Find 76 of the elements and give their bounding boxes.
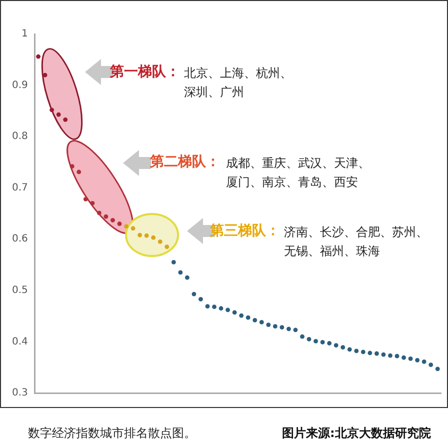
point: [327, 341, 332, 346]
point: [415, 358, 420, 362]
y-tick-label: 0.8: [12, 131, 28, 142]
point: [56, 112, 61, 117]
point: [198, 296, 203, 302]
point: [394, 354, 400, 358]
point: [226, 308, 230, 312]
point: [259, 320, 264, 324]
annotation: 成都、重庆、武汉、天津、厦门、南京、青岛、西安: [226, 155, 371, 191]
point: [83, 196, 88, 202]
point: [388, 353, 392, 358]
point: [239, 313, 244, 318]
point: [306, 336, 312, 342]
y-tick-label: 0.4: [12, 336, 28, 348]
point: [266, 322, 271, 327]
point: [130, 226, 136, 231]
point: [138, 232, 142, 238]
point: [252, 318, 258, 322]
point: [300, 334, 304, 339]
point: [402, 355, 406, 360]
point: [422, 360, 426, 364]
y-tick-label: 0.6: [12, 234, 28, 245]
point: [90, 201, 95, 206]
point: [212, 304, 216, 310]
point: [374, 351, 379, 356]
y-tick-label: 0.7: [12, 182, 28, 194]
point: [428, 362, 434, 367]
point: [286, 326, 291, 332]
point: [218, 306, 224, 311]
point: [435, 366, 440, 372]
point: [124, 224, 128, 229]
point: [340, 345, 346, 350]
point: [97, 210, 102, 216]
point: [408, 356, 413, 361]
point: [70, 164, 74, 169]
point: [151, 235, 156, 240]
text: 数字经济指数城市排名散点图。: [28, 425, 196, 440]
point: [171, 260, 176, 264]
point: [36, 54, 40, 59]
annotation: 北京、上海、杭州、深圳、广州: [184, 65, 293, 101]
point: [354, 348, 359, 354]
point: [178, 270, 183, 275]
point: [347, 347, 352, 352]
annotation: 第一梯队：: [110, 63, 180, 82]
point: [42, 72, 48, 78]
point: [104, 214, 108, 219]
point: [117, 222, 122, 226]
point: [192, 292, 196, 296]
point: [184, 275, 190, 280]
y-tick-label: 0.9: [12, 80, 28, 91]
text: 图片来源:北京大数据研究院: [282, 425, 431, 440]
point: [110, 218, 115, 222]
point: [334, 343, 338, 348]
point: [205, 304, 210, 309]
y-tick-label: 1: [22, 28, 28, 40]
annotation: 第三梯队：: [210, 222, 280, 241]
annotation: 第二梯队：: [150, 153, 220, 172]
point: [158, 240, 162, 244]
point: [314, 339, 318, 344]
y-tick-label: 0.3: [12, 388, 28, 399]
point: [63, 117, 68, 122]
point: [360, 350, 366, 354]
y-tick-label: 0.5: [12, 285, 28, 296]
point: [164, 244, 170, 250]
annotation: 济南、长沙、合肥、苏州、无锡、福州、珠海: [284, 224, 429, 260]
point: [144, 233, 149, 238]
point: [246, 315, 250, 320]
point: [232, 310, 237, 315]
point: [272, 324, 278, 329]
point: [76, 170, 82, 174]
point: [368, 350, 372, 356]
point: [280, 325, 284, 330]
point: [293, 328, 298, 332]
point: [50, 108, 54, 112]
point: [381, 352, 386, 357]
point: [320, 340, 325, 344]
